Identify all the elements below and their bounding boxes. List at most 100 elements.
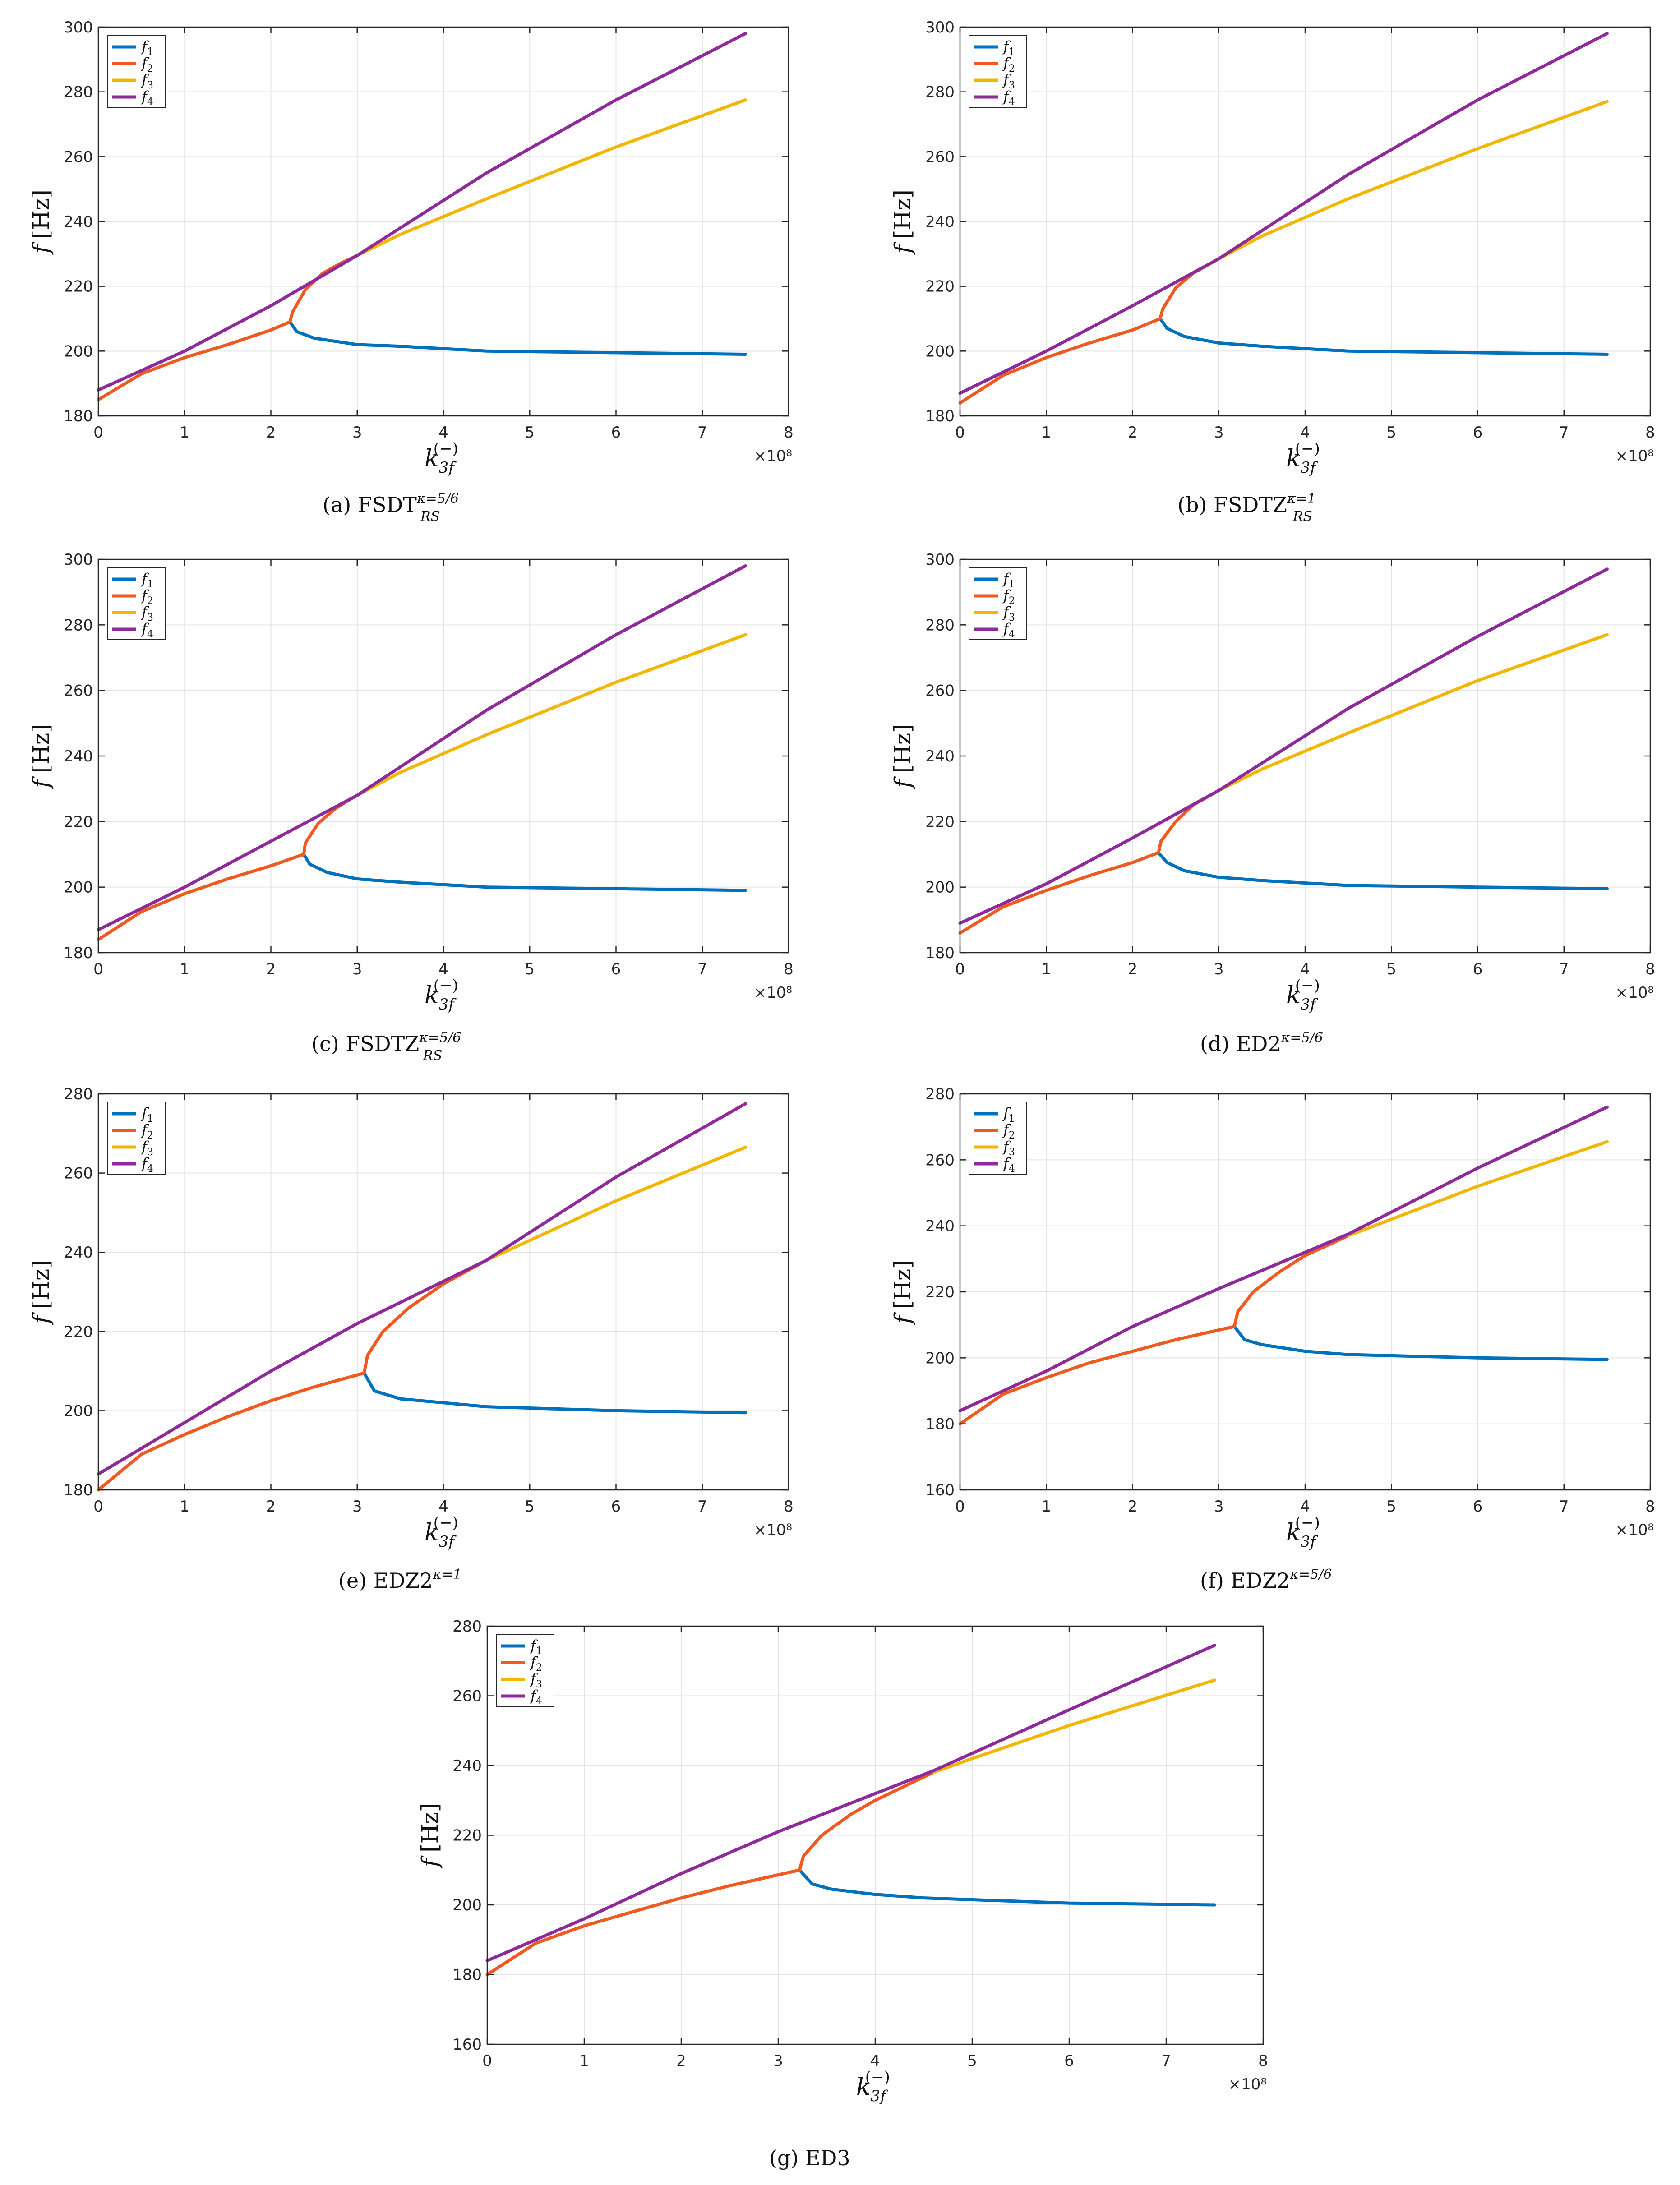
y-tick-label: 180 <box>452 1966 482 1984</box>
x-tick-label: 7 <box>697 960 707 978</box>
x-tick-label: 5 <box>967 2052 977 2070</box>
y-axis-label: f[Hz] <box>28 1260 54 1325</box>
x-tick-label: 8 <box>784 960 794 978</box>
x-tick-label: 6 <box>611 1498 621 1516</box>
x-tick-label: 5 <box>1386 424 1396 442</box>
chart-panel-a: 0 1 2 3 4 5 6 7 8 180 200 220 240 260 280 300 ×10⁸ k3f(−)… <box>28 18 794 525</box>
chart-panel-e: 0 1 2 3 4 5 6 7 8 180 200 220 240 260 280 ×10⁸ k3f(−) f[H… <box>28 1085 794 1593</box>
panel-caption: (f) EDZ2κ=5/6 <box>1200 1567 1332 1593</box>
x-tick-label: 1 <box>1041 424 1051 442</box>
y-tick-label: 280 <box>64 1085 93 1103</box>
legend-entry-f1: f1 <box>1002 570 1015 590</box>
panel-caption: (a) FSDTκ=5/6 RS <box>323 491 459 525</box>
x-tick-label: 4 <box>438 1498 448 1516</box>
x-tick-label: 7 <box>697 1498 707 1516</box>
x-tick-label: 0 <box>482 2052 492 2070</box>
y-tick-label: 180 <box>64 944 93 962</box>
chart-panel-c: 0 1 2 3 4 5 6 7 8 180 200 220 240 260 280 300 ×10⁸ k3f(−)… <box>28 551 794 1064</box>
legend-entry-f2: f2 <box>141 587 153 607</box>
x-tick-label: 4 <box>870 2052 880 2070</box>
series-line-f4 <box>97 564 747 931</box>
x-tick-label: 7 <box>1559 960 1569 978</box>
chart-panel-d: 0 1 2 3 4 5 6 7 8 180 200 220 240 260 280 300 ×10⁸ k3f(−)… <box>890 551 1655 1056</box>
series-line-f1 <box>798 1868 1216 1907</box>
y-tick-label: 240 <box>452 1757 482 1775</box>
x-axis-label: k3f(−) <box>1286 977 1320 1014</box>
y-tick-label: 200 <box>64 1402 93 1420</box>
y-tick-label: 220 <box>925 813 955 831</box>
y-tick-label: 200 <box>64 342 93 360</box>
y-axis-label: f[Hz] <box>28 189 54 255</box>
chart-panel-f: 0 1 2 3 4 5 6 7 8 160 180 200 220 240 260 280 ×10⁸ k3f(−)… <box>890 1085 1655 1593</box>
x-tick-label: 0 <box>955 424 965 442</box>
x-tick-label: 7 <box>1559 424 1569 442</box>
x-axis-label: k3f(−) <box>425 977 458 1014</box>
x-axis-label: k3f(−) <box>425 440 458 477</box>
x-tick-label: 1 <box>180 960 189 978</box>
y-tick-label: 300 <box>925 18 955 37</box>
x-tick-label: 1 <box>1041 1498 1051 1516</box>
y-tick-label: 260 <box>925 1151 955 1169</box>
x-tick-label: 8 <box>1645 424 1655 442</box>
chart-panel-g: 0 1 2 3 4 5 6 7 8 160 180 200 220 240 260 280 ×10⁸ k3f(−)… <box>417 1618 1268 2170</box>
panel-caption: (b) FSDTZκ=1 RS <box>1177 491 1316 525</box>
series-line-f1 <box>362 1371 747 1415</box>
x-exponent-label: ×10⁸ <box>754 447 792 465</box>
x-tick-label: 2 <box>676 2052 686 2070</box>
x-tick-label: 1 <box>579 2052 589 2070</box>
series-line-f1 <box>1158 317 1609 356</box>
x-exponent-label: ×10⁸ <box>754 984 792 1002</box>
y-tick-label: 280 <box>64 83 93 101</box>
y-tick-label: 260 <box>925 148 955 166</box>
x-axis-label: k3f(−) <box>425 1514 458 1551</box>
y-axis-label: f[Hz] <box>890 189 916 255</box>
x-tick-label: 4 <box>1300 1498 1310 1516</box>
x-exponent-label: ×10⁸ <box>1615 447 1654 465</box>
x-tick-label: 3 <box>1214 424 1224 442</box>
series-line-f3 <box>1217 100 1609 261</box>
y-tick-label: 280 <box>925 1085 955 1103</box>
y-tick-label: 220 <box>925 278 955 296</box>
y-tick-label: 220 <box>452 1827 482 1845</box>
y-tick-label: 180 <box>925 944 955 962</box>
x-tick-label: 5 <box>525 1498 535 1516</box>
x-tick-label: 1 <box>180 424 189 442</box>
y-tick-label: 260 <box>925 682 955 700</box>
series-line-f3 <box>485 1146 747 1262</box>
y-tick-label: 240 <box>925 213 955 231</box>
y-tick-label: 240 <box>64 1244 93 1262</box>
y-tick-label: 180 <box>925 407 955 425</box>
x-tick-label: 6 <box>611 424 621 442</box>
y-tick-label: 220 <box>64 1323 93 1341</box>
y-axis-label: f[Hz] <box>890 1260 916 1325</box>
y-tick-label: 220 <box>925 1283 955 1301</box>
x-tick-label: 7 <box>697 424 707 442</box>
x-exponent-label: ×10⁸ <box>1228 2075 1267 2093</box>
x-tick-label: 8 <box>1645 960 1655 978</box>
series-line-f1 <box>288 320 747 356</box>
series-line-f4 <box>958 567 1609 925</box>
y-tick-label: 200 <box>64 879 93 897</box>
x-tick-label: 3 <box>352 424 362 442</box>
x-tick-label: 3 <box>1214 960 1224 978</box>
x-tick-label: 3 <box>1214 1498 1224 1516</box>
series-line-f4 <box>97 32 747 392</box>
x-exponent-label: ×10⁸ <box>1615 984 1654 1002</box>
x-tick-label: 8 <box>1645 1498 1655 1516</box>
y-axis-label: f[Hz] <box>890 724 916 789</box>
y-axis-label: f[Hz] <box>28 724 54 789</box>
x-axis-label: k3f(−) <box>1286 440 1320 477</box>
y-tick-label: 280 <box>452 1618 482 1636</box>
y-tick-label: 180 <box>64 1481 93 1499</box>
series-line-f4 <box>958 32 1609 395</box>
y-tick-label: 260 <box>64 682 93 700</box>
series-line-f2 <box>485 1770 935 1976</box>
x-tick-label: 8 <box>784 1498 794 1516</box>
series-line-f2 <box>97 1258 489 1492</box>
series-line-f3 <box>355 98 747 257</box>
x-tick-label: 2 <box>1128 1498 1138 1516</box>
series-line-f4 <box>958 1105 1609 1412</box>
y-tick-label: 200 <box>925 342 955 360</box>
x-tick-label: 4 <box>1300 424 1310 442</box>
